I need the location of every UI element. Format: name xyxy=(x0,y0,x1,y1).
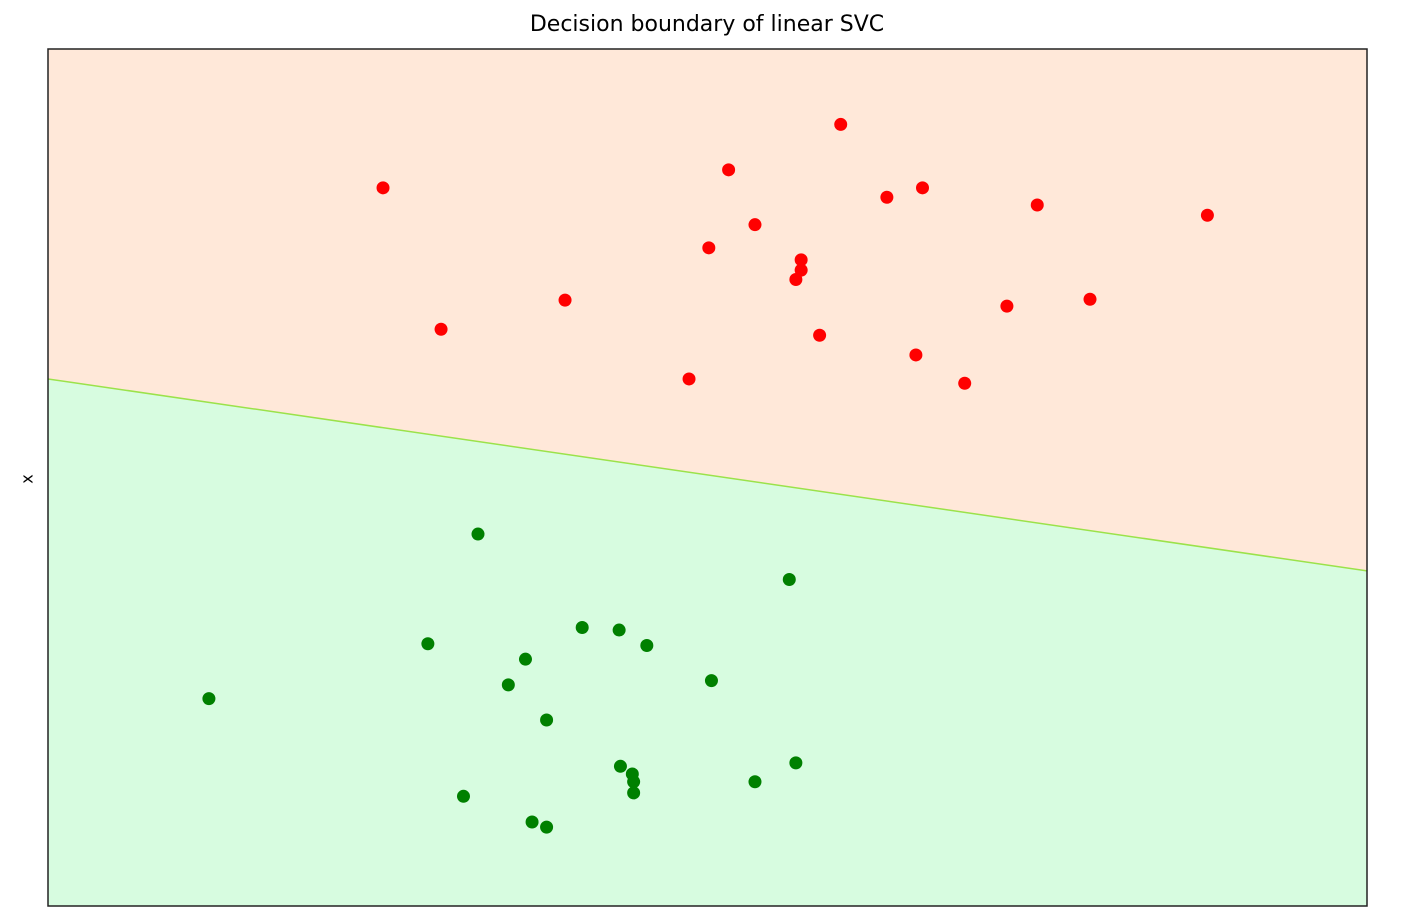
green-point-3 xyxy=(612,623,626,637)
red-point-6 xyxy=(1200,208,1214,222)
red-point-17 xyxy=(909,348,923,362)
green-point-16 xyxy=(627,786,641,800)
red-point-14 xyxy=(1000,299,1014,313)
red-point-13 xyxy=(1083,292,1097,306)
red-point-7 xyxy=(748,218,762,232)
red-point-2 xyxy=(376,181,390,195)
data-points xyxy=(202,117,1214,834)
red-point-9 xyxy=(794,253,808,267)
green-point-8 xyxy=(704,674,718,688)
green-point-11 xyxy=(613,759,627,773)
upper-class-region xyxy=(48,49,1367,571)
green-point-6 xyxy=(518,652,532,666)
green-point-10 xyxy=(540,713,554,727)
green-point-15 xyxy=(748,775,762,789)
red-point-8 xyxy=(702,241,716,255)
red-point-4 xyxy=(915,181,929,195)
red-point-0 xyxy=(834,117,848,131)
green-point-0 xyxy=(471,527,485,541)
red-point-5 xyxy=(1030,198,1044,212)
lower-class-region xyxy=(48,378,1367,906)
red-point-3 xyxy=(880,190,894,204)
green-point-9 xyxy=(202,692,216,706)
red-point-1 xyxy=(722,163,736,177)
green-point-7 xyxy=(501,678,515,692)
green-point-1 xyxy=(782,572,796,586)
green-point-4 xyxy=(421,637,435,651)
green-point-14 xyxy=(627,775,641,789)
red-point-11 xyxy=(789,273,803,287)
red-point-15 xyxy=(434,322,448,336)
decision-boundary-line xyxy=(48,378,1367,572)
green-point-5 xyxy=(640,638,654,652)
red-point-18 xyxy=(682,372,696,386)
red-point-12 xyxy=(558,293,572,307)
plot-frame xyxy=(47,48,1368,907)
green-point-19 xyxy=(540,820,554,834)
red-point-16 xyxy=(813,328,827,342)
chart-title: Decision boundary of linear SVC xyxy=(529,12,885,37)
green-point-12 xyxy=(789,756,803,770)
red-point-19 xyxy=(958,376,972,390)
green-point-2 xyxy=(575,620,589,634)
green-point-17 xyxy=(456,789,470,803)
red-point-10 xyxy=(794,263,808,277)
green-point-18 xyxy=(525,815,539,829)
